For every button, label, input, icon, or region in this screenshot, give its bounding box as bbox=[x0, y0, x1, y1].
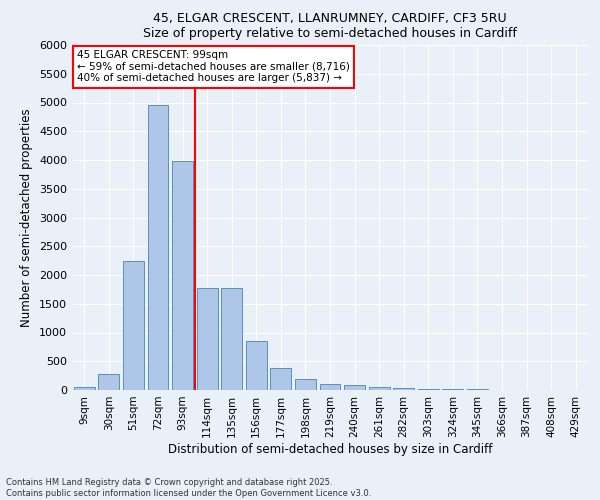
Bar bbox=[295, 380, 316, 390]
Bar bbox=[172, 161, 193, 390]
Y-axis label: Number of semi-detached properties: Number of semi-detached properties bbox=[20, 108, 34, 327]
Bar bbox=[368, 387, 389, 390]
Bar bbox=[98, 374, 119, 390]
Bar bbox=[123, 260, 144, 390]
Bar bbox=[197, 288, 218, 390]
Bar bbox=[442, 389, 463, 390]
Bar bbox=[393, 388, 414, 390]
Bar bbox=[221, 288, 242, 390]
Bar bbox=[246, 341, 267, 390]
Bar bbox=[320, 384, 340, 390]
Text: 45 ELGAR CRESCENT: 99sqm
← 59% of semi-detached houses are smaller (8,716)
40% o: 45 ELGAR CRESCENT: 99sqm ← 59% of semi-d… bbox=[77, 50, 350, 84]
Bar bbox=[148, 106, 169, 390]
X-axis label: Distribution of semi-detached houses by size in Cardiff: Distribution of semi-detached houses by … bbox=[168, 442, 492, 456]
Bar bbox=[271, 368, 292, 390]
Bar bbox=[418, 389, 439, 390]
Bar bbox=[74, 387, 95, 390]
Title: 45, ELGAR CRESCENT, LLANRUMNEY, CARDIFF, CF3 5RU
Size of property relative to se: 45, ELGAR CRESCENT, LLANRUMNEY, CARDIFF,… bbox=[143, 12, 517, 40]
Text: Contains HM Land Registry data © Crown copyright and database right 2025.
Contai: Contains HM Land Registry data © Crown c… bbox=[6, 478, 371, 498]
Bar bbox=[344, 386, 365, 390]
